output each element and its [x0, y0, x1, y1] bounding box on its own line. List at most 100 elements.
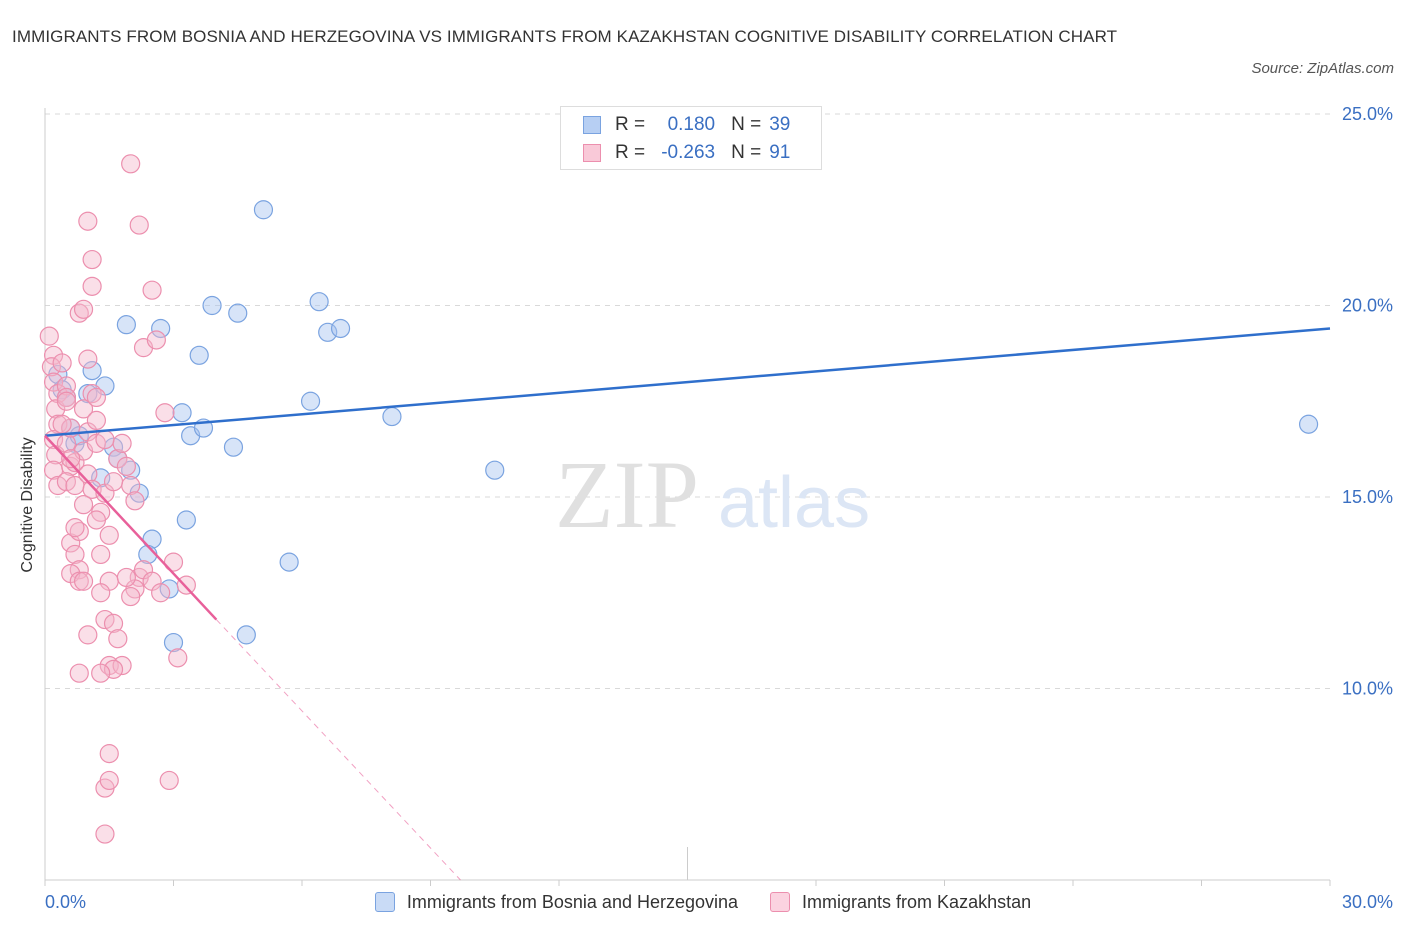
kazakhstan-point-90	[86, 510, 107, 530]
kazakhstan-point-37	[91, 583, 111, 603]
kazakhstan-point-3	[43, 372, 64, 392]
x-tick-label-1: 30.0%	[1342, 892, 1393, 912]
kazakhstan-point-70	[86, 387, 107, 408]
correlation-legend: R = 0.180 N = 39 R = -0.263 N = 91	[560, 106, 822, 170]
bosnia-point-14	[116, 315, 136, 335]
legend-r-value: 0.180	[667, 114, 716, 135]
kazakhstan-point-76	[168, 648, 188, 668]
series-kazakhstan-points	[39, 154, 196, 844]
kazakhstan-point-65	[82, 276, 102, 296]
legend-label-bosnia: Immigrants from Bosnia and Herzegovina	[406, 891, 739, 912]
bosnia-point-38	[1298, 414, 1319, 434]
kazakhstan-point-64	[82, 249, 102, 270]
axes	[44, 108, 1331, 886]
kazakhstan-point-61	[142, 280, 162, 300]
watermark-zip: ZIP	[555, 441, 699, 548]
trend-line-kazakhstan-extension	[215, 619, 461, 881]
bosnia-point-19	[163, 632, 184, 653]
bosnia-point-30	[300, 391, 321, 411]
kazakhstan-point-48	[125, 491, 145, 511]
bosnia-point-29	[279, 552, 299, 572]
x-tick-label-0: 0.0%	[45, 892, 86, 912]
y-tick-label-3: 25.0%	[1342, 104, 1393, 124]
tick-labels: 10.0% 15.0% 20.0% 25.0% 0.0% 30.0%	[45, 104, 1393, 912]
chart-source: Source: ZipAtlas.com	[1251, 60, 1394, 77]
kazakhstan-point-29	[86, 410, 107, 430]
kazakhstan-point-63	[121, 154, 141, 174]
bosnia-point-34	[382, 406, 402, 427]
legend-item-kazakhstan[interactable]: Immigrants from Kazakhstan	[770, 892, 1031, 913]
kazakhstan-point-75	[151, 583, 171, 603]
bosnia-point-25	[223, 437, 244, 457]
kazakhstan-point-80	[99, 770, 119, 791]
kazakhstan-point-72	[103, 472, 124, 492]
kazakhstan-point-52	[116, 567, 136, 588]
series-legend: Immigrants from Bosnia and Herzegovina I…	[0, 888, 1406, 916]
kazakhstan-point-56	[65, 518, 85, 538]
y-tick-label-2: 20.0%	[1342, 296, 1393, 316]
legend-item-bosnia[interactable]: Immigrants from Bosnia and Herzegovina	[374, 891, 739, 913]
bosnia-point-31	[309, 292, 329, 312]
watermark-atlas: atlas	[718, 463, 870, 543]
gridlines	[45, 113, 1330, 689]
bosnia-point-20	[172, 403, 192, 423]
legend-n-label: N =	[731, 114, 762, 135]
series-bosnia-points	[48, 150, 1319, 653]
bosnia-point-7	[82, 361, 102, 381]
bosnia-point-33	[330, 318, 351, 339]
kazakhstan-point-60	[146, 330, 166, 350]
bosnia-point-15	[151, 318, 171, 339]
kazakhstan-point-51	[121, 586, 141, 607]
legend-r-label: R =	[615, 142, 646, 163]
trend-line-kazakhstan	[44, 434, 218, 621]
kazakhstan-point-45	[116, 456, 136, 476]
legend-swatch-bosnia	[374, 892, 395, 912]
legend-swatch-kazakhstan	[770, 892, 791, 912]
legend-swatch-pink	[583, 144, 601, 162]
kazakhstan-point-86	[56, 391, 77, 411]
chart-title: IMMIGRANTS FROM BOSNIA AND HERZEGOVINA V…	[12, 27, 1118, 46]
bosnia-point-35	[485, 460, 505, 480]
bosnia-point-26	[228, 303, 248, 323]
legend-n-value: 91	[769, 142, 791, 163]
bosnia-point-32	[318, 322, 338, 342]
kazakhstan-point-82	[78, 625, 98, 645]
y-tick-label-0: 10.0%	[1342, 679, 1393, 699]
kazakhstan-point-35	[91, 544, 111, 565]
kazakhstan-point-88	[61, 449, 81, 469]
kazakhstan-point-21	[65, 544, 85, 565]
kazakhstan-point-68	[73, 299, 94, 319]
y-tick-label-1: 15.0%	[1342, 487, 1393, 507]
legend-r-label: R =	[615, 114, 646, 135]
kazakhstan-point-81	[95, 824, 115, 844]
legend-n-label: N =	[731, 142, 762, 163]
bosnia-point-24	[202, 295, 222, 316]
kazakhstan-point-84	[91, 663, 111, 683]
bosnia-point-28	[253, 200, 274, 220]
bosnia-point-23	[189, 345, 209, 365]
legend-row-bosnia: R = 0.180 N = 39	[583, 112, 790, 138]
kazakhstan-point-42	[108, 629, 128, 649]
kazakhstan-point-0	[39, 326, 59, 346]
legend-row-kazakhstan: R = -0.263 N = 91	[583, 140, 790, 166]
kazakhstan-point-66	[78, 211, 98, 231]
kazakhstan-point-87	[155, 403, 175, 423]
kazakhstan-point-74	[176, 575, 196, 595]
legend-n-value: 39	[769, 114, 791, 135]
kazakhstan-point-26	[73, 399, 94, 419]
kazakhstan-point-62	[129, 215, 149, 235]
kazakhstan-point-71	[95, 429, 115, 450]
kazakhstan-point-43	[103, 659, 124, 679]
bosnia-point-36	[176, 510, 196, 530]
legend-r-value: -0.263	[661, 142, 716, 163]
kazakhstan-point-69	[78, 349, 98, 369]
kazakhstan-point-39	[103, 613, 124, 633]
kazakhstan-point-46	[112, 433, 132, 453]
kazakhstan-point-89	[73, 495, 94, 515]
kazakhstan-point-31	[82, 479, 102, 499]
kazakhstan-point-57	[69, 571, 89, 591]
kazakhstan-point-34	[99, 525, 119, 545]
kazakhstan-point-78	[99, 744, 119, 764]
trend-lines	[44, 327, 1331, 881]
bosnia-point-27	[236, 625, 256, 645]
